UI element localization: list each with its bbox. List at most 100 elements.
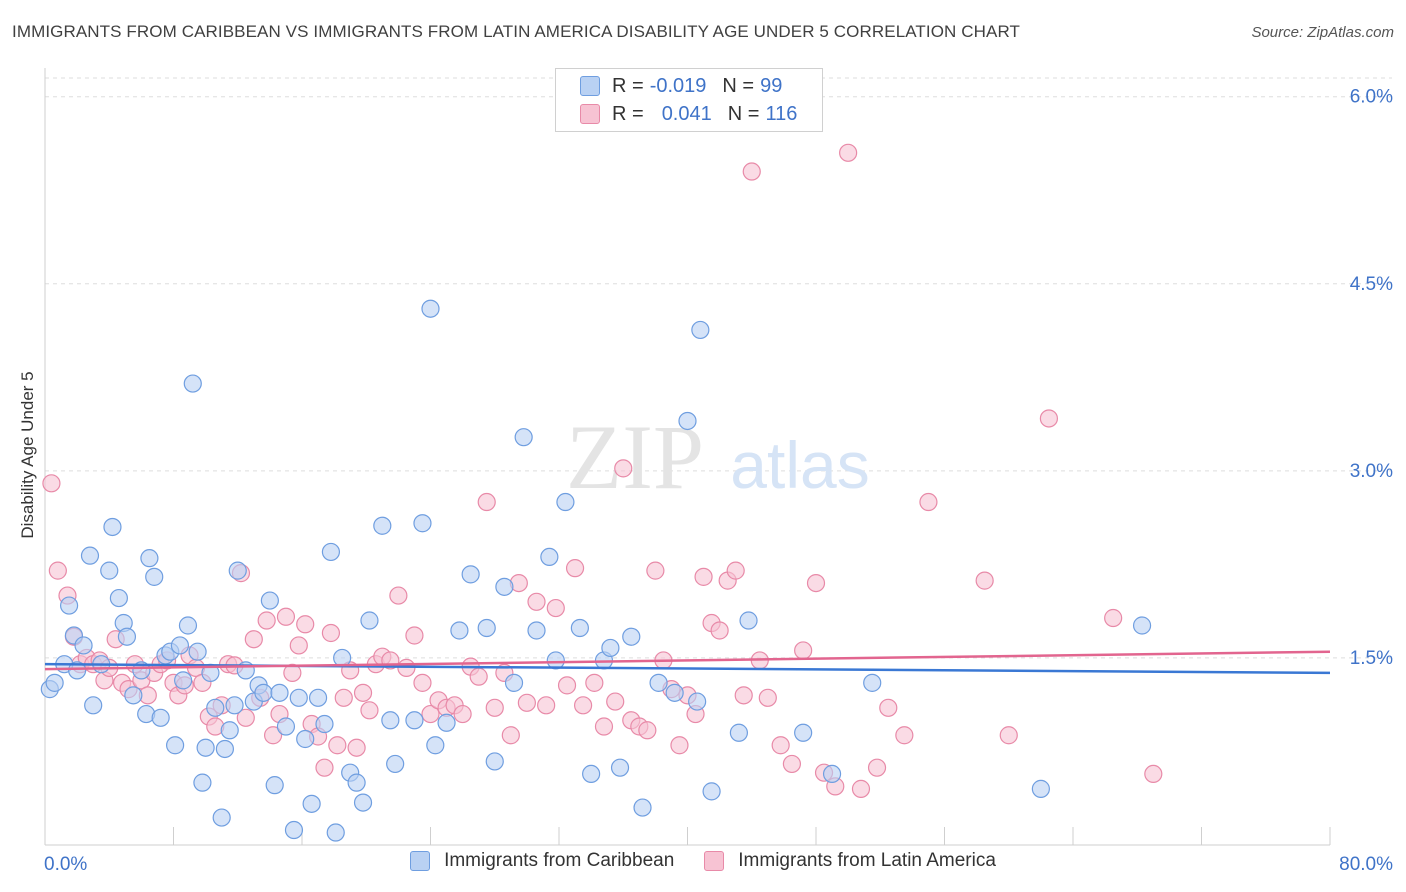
latin-america-point-71 [527,592,546,611]
caribbean-point-45 [276,717,296,736]
caribbean-point-77 [556,492,575,512]
caribbean-point-51 [315,714,334,734]
axes [44,68,1331,846]
caribbean-point-73 [514,428,533,447]
latin-america-point-77 [585,673,604,692]
latin-america-point-94 [726,561,745,580]
latin-america-point-105 [839,143,858,162]
caribbean-point-64 [421,299,440,318]
caribbean-point-89 [691,320,710,340]
caribbean-point-86 [665,683,684,702]
series-legend: Immigrants from Caribbean Immigrants fro… [0,850,1406,872]
x-tick-label-min: 0.0% [44,854,87,875]
caribbean-point-5 [68,661,87,680]
latin-america-point-106 [851,779,871,798]
caribbean-point-79 [582,764,601,784]
latin-america-point-80 [614,459,633,478]
caribbean-point-97 [1132,616,1152,635]
latin-america-point-72 [537,696,556,715]
caribbean-point-43 [265,776,284,795]
latin-america-point-101 [794,641,813,660]
legend-n-label: N = [722,74,755,97]
caribbean-point-25 [174,671,193,690]
legend-r-value: -0.019 [649,74,707,97]
y-tick-label-0: 1.5% [1350,648,1393,669]
latin-america-point-110 [919,492,938,512]
latin-america-point-95 [734,686,753,705]
caribbean-point-50 [308,688,328,707]
latin-america-point-31 [236,708,255,727]
caribbean-point-35 [220,721,239,740]
caribbean-point-71 [495,577,514,596]
caribbean-point-96 [1031,779,1050,798]
latin-america-point-114 [1104,608,1123,628]
latin-america-point-87 [670,736,689,755]
legend-item-caribbean: Immigrants from Caribbean [410,850,674,872]
caribbean-point-59 [373,516,392,535]
latin-america-point-62 [453,704,472,724]
legend-n-value: 116 [765,102,798,125]
correlation-legend: R = -0.019 N = 99 R = 0.041 N = 116 [555,68,823,132]
caribbean-point-69 [477,618,496,638]
legend-row-latin-america: R = 0.041 N = 116 [580,101,797,127]
latin-america-point-0 [42,474,61,493]
caribbean-point-62 [405,711,424,730]
caribbean-point-1 [45,673,64,692]
legend-caribbean-label: Immigrants from Caribbean [444,850,675,871]
caribbean-point-52 [321,542,341,562]
caribbean-point-23 [166,736,185,755]
caribbean-point-78 [570,618,589,638]
caribbean-point-56 [347,773,366,792]
chart-title: IMMIGRANTS FROM CARIBBEAN VS IMMIGRANTS … [12,22,1021,41]
caribbean-point-18 [140,549,159,568]
caribbean-point-30 [196,738,215,757]
caribbean-point-67 [450,621,469,640]
caribbean-point-68 [461,565,480,584]
latin-america-point-65 [477,492,496,512]
caribbean-point-3 [59,596,79,615]
caribbean-point-27 [183,374,202,393]
caribbean-point-61 [386,754,405,774]
latin-america-point-98 [758,688,777,707]
latin-america-point-115 [1144,764,1163,784]
caribbean-point-41 [254,683,273,702]
caribbean-point-63 [413,514,432,533]
caribbean-swatch [580,76,600,96]
latin-america-point-38 [283,663,302,682]
legend-n-value: 99 [760,74,783,97]
latin-america-point-84 [646,561,665,580]
latin-america-point-1 [48,561,67,580]
caribbean-point-57 [353,793,373,812]
latin-america-point-96 [742,162,761,181]
latin-america-point-46 [334,688,353,707]
caribbean-point-70 [485,752,504,771]
latin-america-point-54 [389,586,408,605]
latin-america-point-109 [895,726,914,745]
caribbean-point-65 [426,736,445,755]
caribbean-point-47 [289,688,308,707]
latin-america-point-40 [296,615,315,634]
caribbean-point-29 [193,773,212,792]
caribbean-point-76 [546,651,565,670]
caribbean-point-75 [540,547,559,567]
caribbean-point-37 [228,561,247,580]
caribbean-point-87 [678,411,697,431]
latin-america-point-90 [694,567,713,586]
latin-america-point-45 [328,736,347,755]
caribbean-point-85 [649,673,668,692]
caribbean-point-94 [822,764,842,784]
caribbean-point-83 [622,627,641,646]
caribbean-point-24 [170,636,190,655]
caribbean-point-93 [794,723,813,742]
latin-america-point-56 [405,626,424,645]
latin-america-point-66 [485,698,504,717]
y-tick-label-3: 6.0% [1350,87,1393,108]
latin-america-point-75 [565,559,585,578]
caribbean-point-15 [124,686,143,705]
caribbean-point-7 [80,546,100,565]
latin-america-point-49 [353,683,373,702]
legend-r-value: 0.041 [661,102,712,125]
caribbean-point-19 [145,567,164,586]
x-tick-label-max: 80.0% [1339,854,1393,875]
latin-america-trend-line [44,650,1331,671]
